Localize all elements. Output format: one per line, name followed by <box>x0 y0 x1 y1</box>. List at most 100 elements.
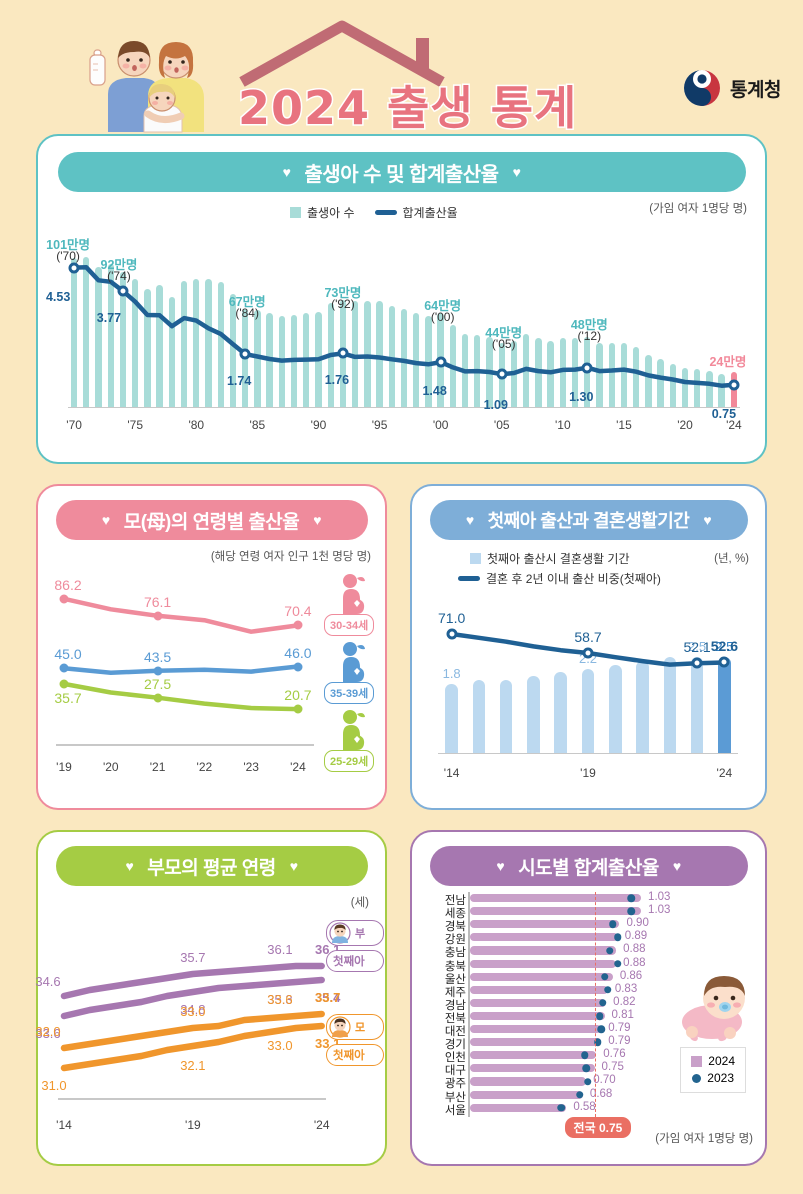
page-title: 2024 출생 통계 <box>236 80 578 137</box>
region-label-대전: 대전 <box>444 1026 466 1038</box>
plot-regional-tfr: 전남 1.03 세종 1.03 경북 0.90 강원 0.89 충남 0.88 충북 0.88 울산 0.… <box>426 891 756 1142</box>
xtick-firstchild-'14: '14 <box>443 766 460 780</box>
card-title-text: 출생아 수 및 합계출산율 <box>304 163 499 186</box>
region-bar-2024-강원 <box>470 933 618 942</box>
card-title-parentage: ♥ 부모의 평균 연령 ♥ <box>55 846 368 886</box>
firstchild-pill-모: 첫째아 <box>326 1044 384 1066</box>
region-dot-2023-전북 <box>595 1012 604 1020</box>
value-label-25-29세-2: 27.5 <box>143 675 172 692</box>
births-year-label-2012: ('12) <box>577 328 602 343</box>
value-label-35-39세-2: 43.5 <box>143 648 172 665</box>
region-dot-2023-경기 <box>594 1038 602 1046</box>
region-bar-2024-부산 <box>470 1090 583 1099</box>
value-label-부 첫째아-10: 35.4 <box>315 990 341 1005</box>
card-parent-average-age: ♥ 부모의 평균 연령 ♥ (세) 34.6 35.7 36.1 36.1 33.6 34… <box>35 830 387 1166</box>
tfr-label-1984: 1.74 <box>226 374 252 389</box>
xtick-agerate-'20: '20 <box>102 760 119 774</box>
axis-baseline <box>438 752 738 754</box>
bar-births-2009 <box>547 341 554 408</box>
plot-age-fertility: 86.2 76.1 70.4 45.0 43.5 46.0 35.7 27.5 20.7 <box>54 568 318 758</box>
region-dot-2023-전남 <box>627 894 635 902</box>
mother-icon <box>329 1016 351 1038</box>
births-label-2005: 44만명 <box>485 326 523 341</box>
bar-births-1978 <box>168 296 176 408</box>
family-illustration <box>86 28 218 133</box>
heart-icon: ♥ <box>703 512 712 528</box>
line-label-2023: 52.1 <box>683 639 711 656</box>
bar-births-2015 <box>620 342 628 408</box>
tfr-point-1974 <box>117 285 129 297</box>
age-group-25-29세: 25-29세 <box>324 708 382 774</box>
legend-region: 2024 2023 <box>680 1046 746 1093</box>
xtick-parentage-'14: '14 <box>56 1118 72 1132</box>
births-year-label-1984: ('84) <box>235 305 259 320</box>
bar-duration-2016 <box>499 680 513 754</box>
region-value-제주: 0.83 <box>614 982 638 995</box>
bar-births-1998 <box>413 313 420 408</box>
xtick-births-'85: '85 <box>249 418 266 432</box>
agency-logo-block: 통계청 <box>682 68 781 108</box>
firstchild-pill-부: 첫째아 <box>326 950 384 972</box>
heart-icon: ♥ <box>125 858 134 874</box>
parent-pill-label-부: 부 <box>355 928 366 940</box>
father-icon <box>329 922 351 944</box>
region-label-경북: 경북 <box>444 921 466 934</box>
taegeuk-logo <box>684 70 721 106</box>
region-dot-2023-제주 <box>604 986 612 994</box>
value-label-모 첫째아-5: 32.1 <box>180 1058 206 1073</box>
region-label-경기: 경기 <box>444 1039 466 1052</box>
region-label-울산: 울산 <box>444 973 466 986</box>
bar-duration-2017 <box>527 676 540 754</box>
bar-births-1980 <box>193 279 200 408</box>
bar-births-1974 <box>119 271 127 408</box>
parent-pill-부: 부 <box>326 920 384 946</box>
value-label-35-39세-5: 46.0 <box>284 644 312 661</box>
value-label-부-9: 36.1 <box>267 942 293 957</box>
age-group-30-34세: 30-34세 <box>324 572 382 638</box>
region-value-대구: 0.75 <box>601 1061 624 1074</box>
unit-note-firstchild: (년, %) <box>714 553 749 565</box>
region-dot-2023-광주 <box>584 1077 592 1086</box>
parentage-lines-svg <box>60 962 325 1072</box>
legend-item-2024: 2024 <box>691 1053 735 1070</box>
tfr-point-2024 <box>728 379 740 391</box>
region-value-인천: 0.76 <box>603 1048 626 1061</box>
age-group-pill-30-34세: 30-34세 <box>324 614 375 636</box>
bar-births-2016 <box>632 347 640 408</box>
x-axis-firstchild: '14 '19 '24 <box>438 764 738 790</box>
region-dot-2023-서울 <box>557 1103 566 1112</box>
xtick-births-'05: '05 <box>493 418 510 432</box>
card-title-text: 모(母)의 연령별 출산율 <box>123 511 300 533</box>
bar-duration-2014 <box>445 684 458 754</box>
bar-births-2010 <box>559 338 566 408</box>
age-group-35-39세: 35-39세 <box>324 640 382 706</box>
age-group-icons: 30-34세 35-39세 25-29세 <box>324 568 384 772</box>
tfr-label-2000: 1.48 <box>422 384 447 399</box>
region-label-충북: 충북 <box>444 960 466 973</box>
region-label-인천: 인천 <box>444 1052 466 1065</box>
births-label-2000: 64만명 <box>424 299 462 314</box>
agerate-lines-svg <box>61 596 301 712</box>
age-group-pill-35-39세: 35-39세 <box>324 682 375 704</box>
region-bar-2024-대구 <box>470 1064 595 1073</box>
births-label-2024: 24만명 <box>709 354 747 369</box>
births-year-label-1974: ('74) <box>107 268 131 283</box>
national-average-line <box>594 892 596 1117</box>
bar-duration-2024 <box>718 656 731 754</box>
xtick-agerate-'19: '19 <box>56 760 72 774</box>
bar-births-1985 <box>254 310 261 408</box>
xtick-births-'15: '15 <box>616 418 632 432</box>
value-label-30-34세-2: 76.1 <box>143 593 172 610</box>
value-label-35-39세-0: 45.0 <box>54 646 82 663</box>
age-group-pill-25-29세: 25-29세 <box>324 750 375 772</box>
value-label-모 첫째아-0: 31.0 <box>41 1078 67 1093</box>
bar-births-2020 <box>681 368 689 408</box>
line-label-2014: 71.0 <box>438 609 466 626</box>
card-title-text: 첫째아 출산과 결혼생활기간 <box>487 511 690 531</box>
legend-firstchild-line: 결혼 후 2년 이내 출산 비중(첫째아) <box>458 570 661 587</box>
xtick-births-'80: '80 <box>188 418 205 432</box>
heart-icon: ♥ <box>313 512 322 528</box>
card-regional-tfr: ♥ 시도별 합계출산율 ♥ 전남 1.03 세종 1.03 경북 0.90 강원 0.89 충남… <box>410 830 767 1166</box>
region-bar-2024-경기 <box>470 1038 602 1047</box>
